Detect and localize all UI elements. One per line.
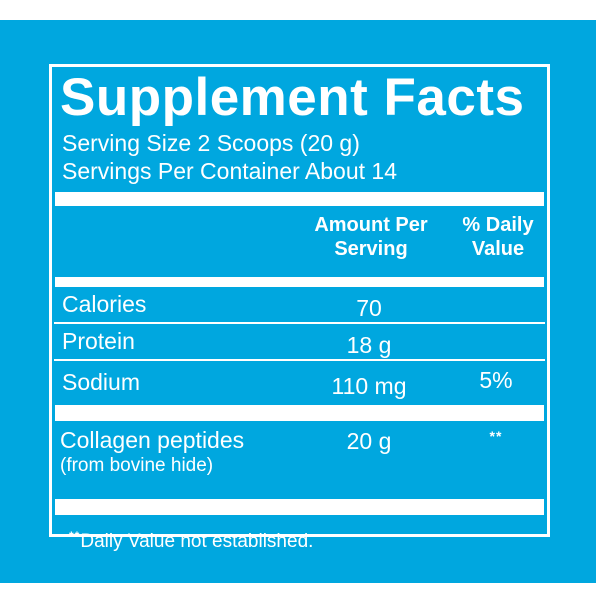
footnote: **Daily Value not established. bbox=[69, 524, 547, 554]
ingredient-name: Collagen peptides bbox=[60, 427, 245, 453]
ingredient-name-block: Collagen peptides (from bovine hide) bbox=[60, 427, 289, 487]
nutrient-daily-value bbox=[449, 287, 543, 322]
column-header-amount: Amount Per Serving bbox=[314, 214, 428, 260]
column-header-spacer bbox=[62, 213, 291, 261]
ingredient-source: (from bovine hide) bbox=[60, 455, 214, 476]
serving-info: Serving Size 2 Scoops (20 g) Servings Pe… bbox=[52, 129, 547, 185]
column-header-row: Amount Per Serving % Daily Value bbox=[52, 206, 547, 268]
nutrient-daily-value: 5% bbox=[479, 367, 513, 393]
separator-bar-thick-4 bbox=[55, 499, 544, 515]
nutrient-name: Protein bbox=[62, 328, 135, 354]
nutrient-daily-value bbox=[449, 324, 543, 359]
nutrient-amount: 18 g bbox=[346, 332, 392, 358]
supplement-facts-panel: Supplement Facts Serving Size 2 Scoops (… bbox=[49, 64, 550, 552]
ingredient-row-collagen: Collagen peptides (from bovine hide) 20 … bbox=[52, 427, 545, 487]
label-background: Supplement Facts Serving Size 2 Scoops (… bbox=[0, 20, 596, 583]
separator-bar-thick-3 bbox=[55, 405, 544, 421]
panel-title: Supplement Facts bbox=[60, 68, 525, 127]
nutrient-amount: 110 mg bbox=[331, 373, 407, 399]
separator-bar-thick-2 bbox=[55, 277, 544, 287]
nutrient-amount: 70 bbox=[356, 295, 382, 321]
nutrient-rows: Calories 70 Protein 18 g Sodium 110 mg 5… bbox=[54, 287, 545, 403]
column-header-daily-value: % Daily Value bbox=[462, 214, 534, 260]
footnote-text: Daily Value not established. bbox=[80, 531, 314, 552]
footnote-marker: ** bbox=[69, 529, 81, 543]
nutrient-row-calories: Calories 70 bbox=[54, 287, 545, 324]
separator-bar-thick-1 bbox=[55, 192, 544, 206]
ingredient-daily-value-marker: ** bbox=[489, 428, 503, 444]
nutrient-name: Calories bbox=[62, 291, 147, 317]
nutrient-row-sodium: Sodium 110 mg 5% bbox=[54, 361, 545, 403]
nutrient-row-protein: Protein 18 g bbox=[54, 324, 545, 361]
serving-size: Serving Size 2 Scoops (20 g) bbox=[62, 130, 360, 156]
ingredient-amount: 20 g bbox=[346, 428, 392, 454]
nutrient-name: Sodium bbox=[62, 369, 140, 395]
servings-per-container: Servings Per Container About 14 bbox=[62, 158, 397, 184]
